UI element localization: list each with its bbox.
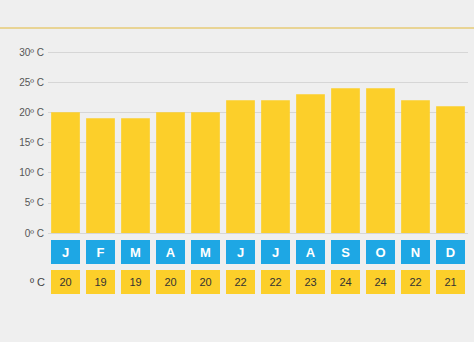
svg-text:20: 20 (199, 276, 211, 288)
svg-text:S: S (341, 245, 350, 260)
svg-text:F: F (97, 245, 105, 260)
svg-text:22: 22 (269, 276, 281, 288)
svg-text:25º C: 25º C (19, 77, 44, 88)
svg-text:J: J (272, 245, 279, 260)
svg-text:24: 24 (339, 276, 351, 288)
svg-text:23: 23 (304, 276, 316, 288)
svg-text:19: 19 (129, 276, 141, 288)
svg-text:O: O (375, 245, 385, 260)
svg-text:D: D (446, 245, 455, 260)
svg-text:5º C: 5º C (25, 197, 44, 208)
svg-text:N: N (411, 245, 420, 260)
svg-text:22: 22 (234, 276, 246, 288)
svg-text:20º C: 20º C (19, 107, 44, 118)
svg-text:22: 22 (409, 276, 421, 288)
svg-text:21: 21 (444, 276, 456, 288)
svg-text:15º C: 15º C (19, 137, 44, 148)
svg-text:J: J (62, 245, 69, 260)
svg-text:J: J (237, 245, 244, 260)
svg-text:19: 19 (94, 276, 106, 288)
svg-text:A: A (166, 245, 176, 260)
svg-text:0º C: 0º C (25, 228, 44, 239)
svg-text:º C: º C (30, 276, 45, 288)
svg-text:20: 20 (59, 276, 71, 288)
svg-text:A: A (306, 245, 316, 260)
svg-text:M: M (200, 245, 211, 260)
svg-text:20: 20 (164, 276, 176, 288)
svg-text:24: 24 (374, 276, 386, 288)
svg-text:10º C: 10º C (19, 167, 44, 178)
svg-text:M: M (130, 245, 141, 260)
svg-text:30º C: 30º C (19, 47, 44, 58)
